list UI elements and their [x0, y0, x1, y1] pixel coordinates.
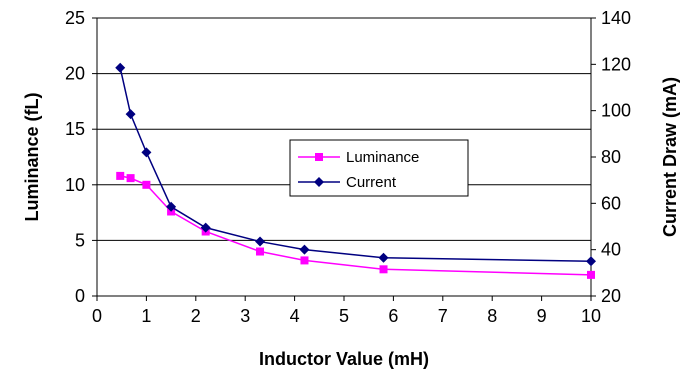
data-point-luminance [142, 180, 151, 189]
y-axis-title: Luminance (fL) [22, 92, 42, 221]
legend-label-luminance: Luminance [346, 149, 419, 166]
data-point-current [299, 244, 310, 255]
data-point-luminance [126, 174, 135, 183]
x-tick-label: 4 [290, 306, 300, 326]
legend-box [289, 139, 469, 197]
data-point-luminance [300, 256, 309, 265]
data-point-current [115, 62, 126, 73]
x-tick-label: 0 [92, 306, 102, 326]
data-point-luminance [379, 265, 388, 274]
data-point-current [125, 109, 136, 120]
y2-tick-label: 80 [601, 147, 621, 167]
data-point-current [200, 222, 211, 233]
y-tick-label: 0 [75, 286, 85, 306]
gridlines [97, 17, 591, 241]
x-tick-label: 7 [438, 306, 448, 326]
data-point-current [378, 252, 389, 263]
y-tick-label: 10 [65, 175, 85, 195]
data-point-current [586, 256, 596, 267]
y2-tick-label: 20 [601, 286, 621, 306]
y-tick-label: 15 [65, 119, 85, 139]
legend-marker-luminance [315, 153, 323, 161]
y2-tick-label: 140 [601, 8, 631, 28]
x-tick-label: 9 [537, 306, 547, 326]
series-layer [115, 62, 596, 279]
data-point-luminance [256, 247, 265, 256]
x-tick-label: 10 [581, 306, 601, 326]
y-tick-label: 20 [65, 64, 85, 84]
x-axis-title: Inductor Value (mH) [259, 349, 429, 369]
x-tick-label: 2 [191, 306, 201, 326]
x-tick-label: 6 [388, 306, 398, 326]
y2-axis-title: Current Draw (mA) [660, 77, 680, 237]
x-tick-label: 5 [339, 306, 349, 326]
data-point-luminance [587, 270, 595, 279]
legend-label-current: Current [346, 174, 397, 191]
data-point-current [255, 236, 266, 247]
y-tick-label: 25 [65, 8, 85, 28]
y2-tick-label: 60 [601, 193, 621, 213]
y-tick-label: 5 [75, 230, 85, 250]
axes [92, 17, 596, 301]
x-tick-label: 8 [487, 306, 497, 326]
x-tick-label: 3 [240, 306, 250, 326]
y2-tick-label: 100 [601, 101, 631, 121]
legend: Luminance Current [289, 139, 469, 197]
data-point-current [166, 201, 177, 212]
legend-marker-current [314, 177, 324, 187]
data-point-luminance [116, 171, 125, 180]
x-tick-label: 1 [141, 306, 151, 326]
y2-tick-label: 120 [601, 54, 631, 74]
data-point-current [141, 147, 152, 158]
y2-tick-label: 40 [601, 240, 621, 260]
